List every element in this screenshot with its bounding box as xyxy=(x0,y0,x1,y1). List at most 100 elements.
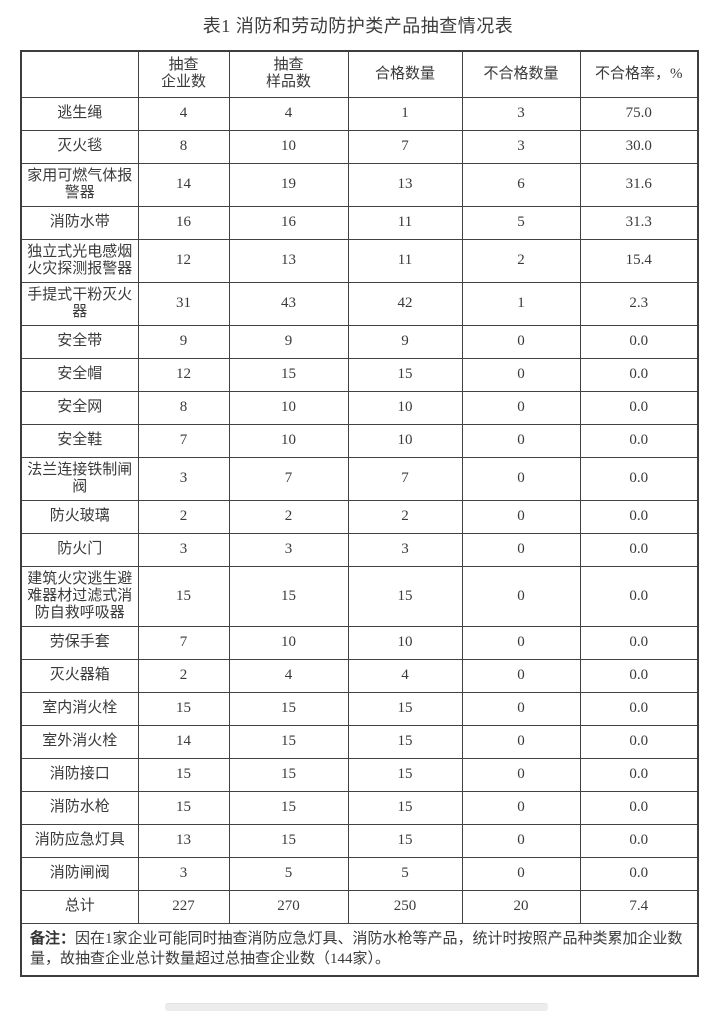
note-cell: 备注：因在1家企业可能同时抽查消防应急灯具、消防水枪等产品，统计时按照产品种类累… xyxy=(20,922,699,976)
value-cell: 0 xyxy=(461,856,581,891)
value-cell: 0.0 xyxy=(579,390,699,425)
value-cell: 0.0 xyxy=(579,357,699,392)
value-cell: 9 xyxy=(137,324,230,359)
table-row: 安全网 8 10 10 0 0.0 xyxy=(20,390,699,425)
note-row: 备注：因在1家企业可能同时抽查消防应急灯具、消防水枪等产品，统计时按照产品种类累… xyxy=(20,922,699,976)
row-header-cell: 法兰连接铁制闸阀 xyxy=(20,456,139,501)
value-cell: 9 xyxy=(347,324,463,359)
value-cell: 4 xyxy=(228,658,349,693)
value-cell: 0.0 xyxy=(579,823,699,858)
value-cell: 9 xyxy=(228,324,349,359)
value-cell: 15 xyxy=(228,823,349,858)
table-row: 手提式干粉灭火器 31 43 42 1 2.3 xyxy=(20,281,699,326)
value-cell: 0.0 xyxy=(579,856,699,891)
column-header: 合格数量 xyxy=(347,50,463,98)
table-row: 防火玻璃 2 2 2 0 0.0 xyxy=(20,499,699,534)
value-cell: 2 xyxy=(347,499,463,534)
value-cell: 15 xyxy=(137,565,230,627)
horizontal-scrollbar-thumb[interactable] xyxy=(165,1003,548,1011)
inspection-table: 抽查 企业数 抽查 样品数 合格数量 不合格数量 不合格率，% 逃生绳 4 4 1 3 75.0 灭火毯… xyxy=(20,50,699,977)
value-cell: 3 xyxy=(461,129,581,164)
row-header-cell: 总计 xyxy=(20,889,139,924)
header-row: 抽查 企业数 抽查 样品数 合格数量 不合格数量 不合格率，% xyxy=(20,50,699,98)
row-header-cell: 防火门 xyxy=(20,532,139,567)
value-cell: 0.0 xyxy=(579,625,699,660)
value-cell: 31 xyxy=(137,281,230,326)
value-cell: 3 xyxy=(228,532,349,567)
row-header-cell: 灭火器箱 xyxy=(20,658,139,693)
row-header-cell: 安全网 xyxy=(20,390,139,425)
value-cell: 15 xyxy=(228,691,349,726)
value-cell: 43 xyxy=(228,281,349,326)
table-row: 安全带 9 9 9 0 0.0 xyxy=(20,324,699,359)
value-cell: 12 xyxy=(137,357,230,392)
value-cell: 0.0 xyxy=(579,423,699,458)
value-cell: 12 xyxy=(137,238,230,283)
value-cell: 42 xyxy=(347,281,463,326)
value-cell: 15 xyxy=(137,757,230,792)
value-cell: 3 xyxy=(137,856,230,891)
value-cell: 7.4 xyxy=(579,889,699,924)
table-row: 独立式光电感烟火灾探测报警器 12 13 11 2 15.4 xyxy=(20,238,699,283)
table-row-total: 总计 227 270 250 20 7.4 xyxy=(20,889,699,924)
value-cell: 14 xyxy=(137,724,230,759)
value-cell: 15 xyxy=(347,823,463,858)
value-cell: 13 xyxy=(347,162,463,207)
value-cell: 0 xyxy=(461,625,581,660)
value-cell: 15 xyxy=(347,724,463,759)
value-cell: 15 xyxy=(137,691,230,726)
value-cell: 15 xyxy=(347,357,463,392)
value-cell: 2 xyxy=(137,499,230,534)
value-cell: 3 xyxy=(137,532,230,567)
value-cell: 1 xyxy=(347,96,463,131)
page-title: 表1 消防和劳动防护类产品抽查情况表 xyxy=(202,16,514,36)
value-cell: 3 xyxy=(347,532,463,567)
value-cell: 0 xyxy=(461,757,581,792)
table-row: 消防接口 15 15 15 0 0.0 xyxy=(20,757,699,792)
row-header-cell: 消防水带 xyxy=(20,205,139,240)
value-cell: 11 xyxy=(347,205,463,240)
row-header-cell: 防火玻璃 xyxy=(20,499,139,534)
value-cell: 0 xyxy=(461,499,581,534)
row-header-cell: 劳保手套 xyxy=(20,625,139,660)
table-row: 法兰连接铁制闸阀 3 7 7 0 0.0 xyxy=(20,456,699,501)
table-row: 安全帽 12 15 15 0 0.0 xyxy=(20,357,699,392)
value-cell: 4 xyxy=(137,96,230,131)
row-header-cell: 安全带 xyxy=(20,324,139,359)
value-cell: 5 xyxy=(228,856,349,891)
value-cell: 7 xyxy=(137,423,230,458)
value-cell: 0 xyxy=(461,357,581,392)
value-cell: 14 xyxy=(137,162,230,207)
value-cell: 227 xyxy=(137,889,230,924)
value-cell: 31.3 xyxy=(579,205,699,240)
column-header: 抽查 企业数 xyxy=(137,50,230,98)
value-cell: 10 xyxy=(347,390,463,425)
value-cell: 0 xyxy=(461,658,581,693)
row-header-cell: 消防接口 xyxy=(20,757,139,792)
value-cell: 15 xyxy=(347,565,463,627)
value-cell: 2.3 xyxy=(579,281,699,326)
value-cell: 4 xyxy=(347,658,463,693)
value-cell: 75.0 xyxy=(579,96,699,131)
value-cell: 15 xyxy=(228,357,349,392)
value-cell: 15 xyxy=(228,790,349,825)
table-row: 防火门 3 3 3 0 0.0 xyxy=(20,532,699,567)
value-cell: 15 xyxy=(347,790,463,825)
value-cell: 0.0 xyxy=(579,691,699,726)
value-cell: 8 xyxy=(137,129,230,164)
value-cell: 0.0 xyxy=(579,565,699,627)
value-cell: 0 xyxy=(461,390,581,425)
value-cell: 7 xyxy=(347,456,463,501)
note-label: 备注： xyxy=(30,930,76,947)
value-cell: 15 xyxy=(228,565,349,627)
value-cell: 0 xyxy=(461,456,581,501)
table-row: 消防水带 16 16 11 5 31.3 xyxy=(20,205,699,240)
value-cell: 1 xyxy=(461,281,581,326)
value-cell: 16 xyxy=(137,205,230,240)
value-cell: 8 xyxy=(137,390,230,425)
value-cell: 0.0 xyxy=(579,499,699,534)
value-cell: 3 xyxy=(461,96,581,131)
value-cell: 0.0 xyxy=(579,324,699,359)
value-cell: 4 xyxy=(228,96,349,131)
note-text: 因在1家企业可能同时抽查消防应急灯具、消防水枪等产品，统计时按照产品种类累加企业… xyxy=(30,930,683,967)
